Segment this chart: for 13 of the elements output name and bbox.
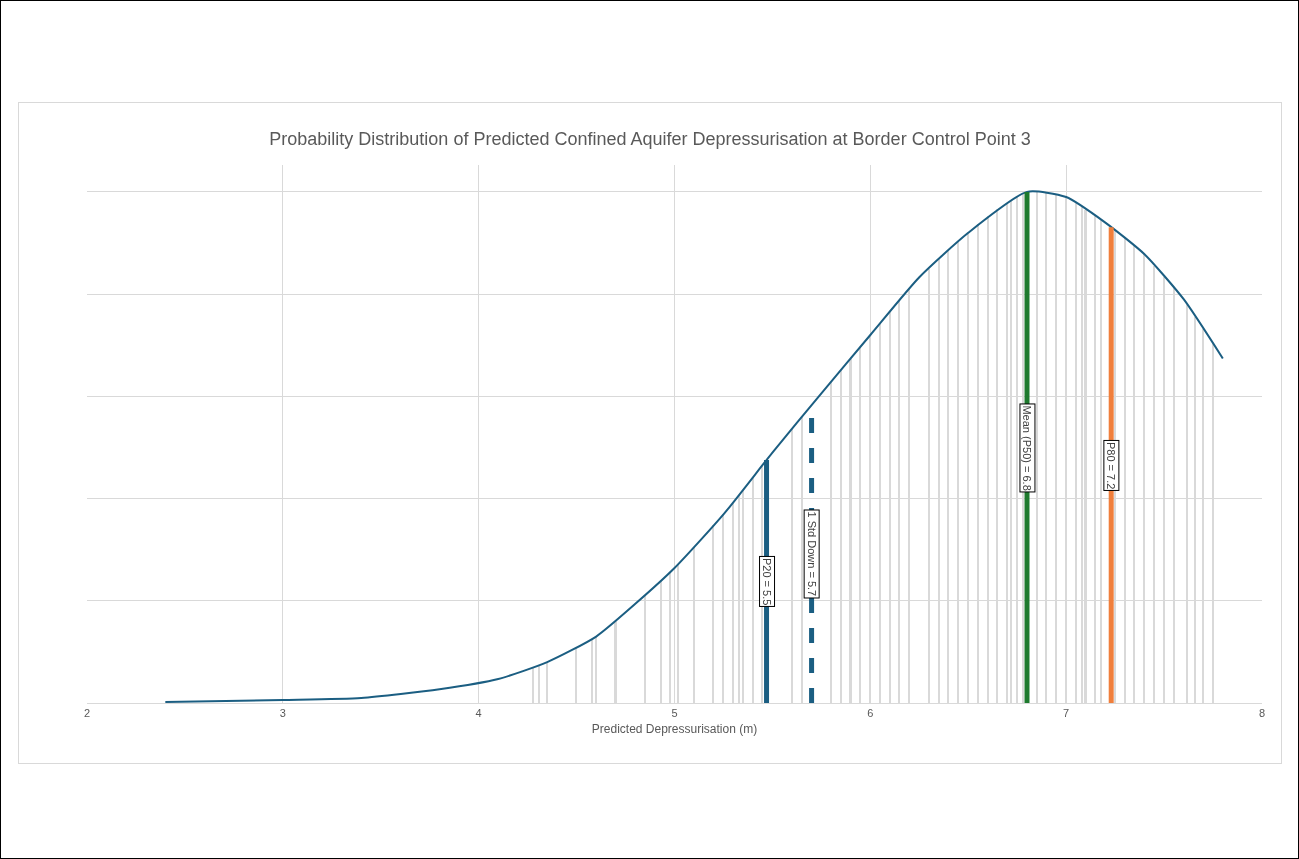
x-tick-label: 2: [83, 707, 91, 720]
ref-line-label: P20 = 5.5: [761, 557, 774, 606]
chart-title: Probability Distribution of Predicted Confined Aquifer Depressurisation at Border Control Point 3: [269, 129, 1031, 150]
x-axis-title: Predicted Depressurisation (m): [591, 722, 758, 737]
ref-line-label: P80 = 7.2: [1105, 441, 1118, 490]
x-tick-label: 7: [1063, 707, 1070, 720]
x-tick-label: 3: [279, 707, 286, 720]
x-tick-label: 4: [475, 707, 482, 720]
ref-line-label: Mean (P50) = 6.8: [1021, 405, 1034, 491]
x-tick-label: 8: [1258, 707, 1266, 720]
ref-line-label: 1 Std Down = 5.7: [805, 511, 818, 597]
x-tick-label: 6: [867, 707, 874, 720]
x-tick-label: 5: [671, 707, 678, 720]
